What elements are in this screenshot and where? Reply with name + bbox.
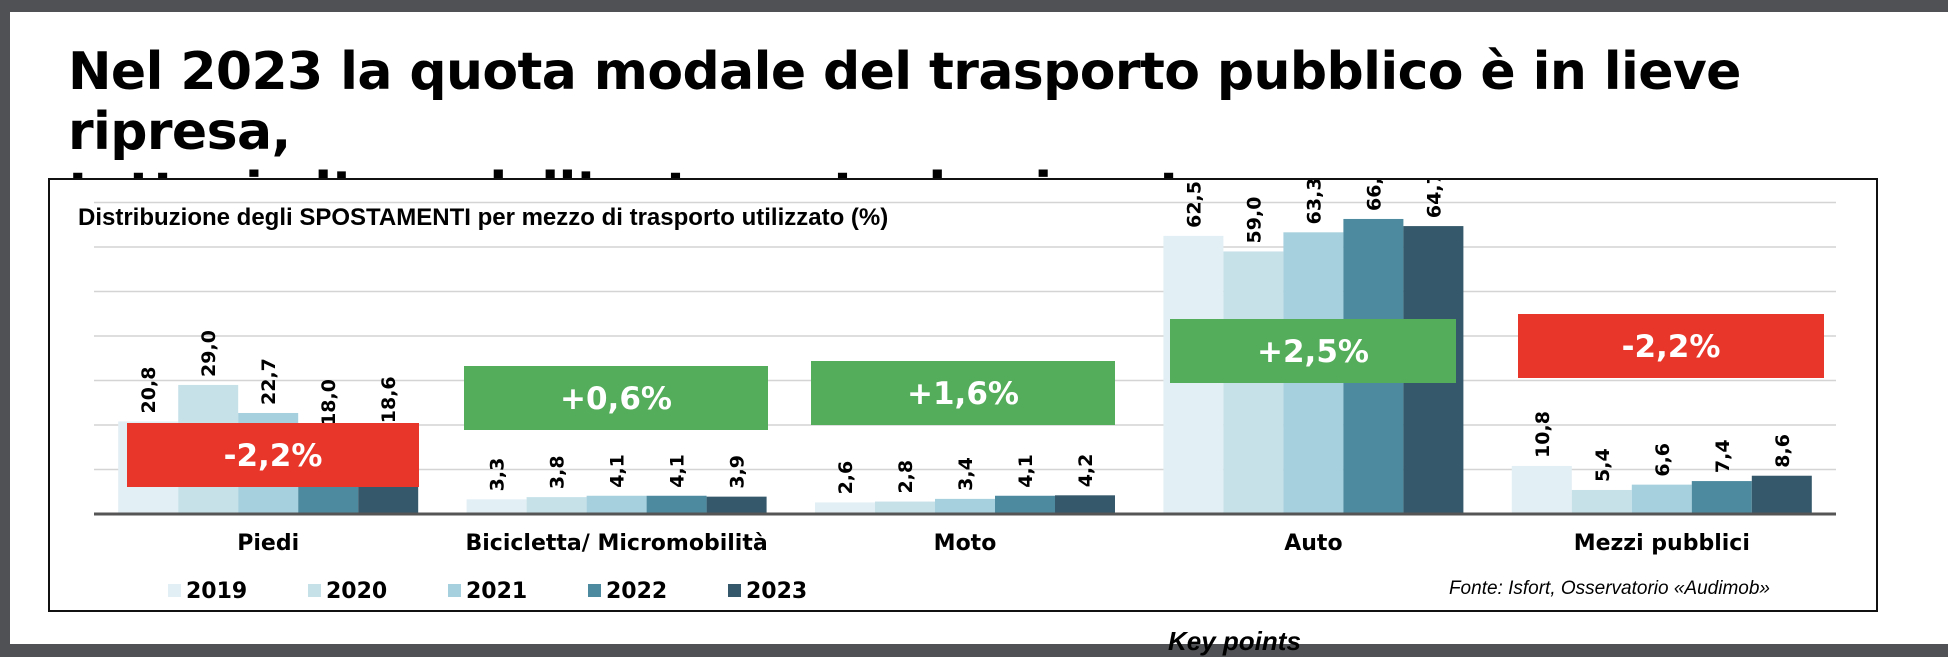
category-label: Mezzi pubblici	[1574, 531, 1750, 556]
data-label: 62,5	[1183, 181, 1205, 228]
data-label: 64,7	[1423, 180, 1445, 218]
chart-panel: 20,8 29,0 22,7 18,0 18,6 Piedi 3,3 3,8 4,1 4,1 3,9…	[48, 178, 1878, 612]
data-label: 59,0	[1243, 197, 1265, 244]
data-label: 4,1	[667, 454, 689, 488]
legend-swatch	[728, 584, 741, 597]
data-label: 66,3	[1363, 180, 1385, 211]
category-label: Bicicletta/ Micromobilità	[466, 531, 768, 556]
data-label: 4,2	[1075, 454, 1097, 488]
variation-badge	[811, 361, 1115, 425]
category-label: Moto	[934, 531, 997, 556]
legend-swatch	[308, 584, 321, 597]
data-label: 63,3	[1303, 180, 1325, 224]
bar	[706, 496, 767, 514]
bar	[935, 498, 995, 514]
variation-badge	[1518, 314, 1824, 378]
data-label: 2,8	[895, 460, 917, 494]
bar	[586, 495, 647, 514]
variation-badge-text: -2,2%	[224, 438, 323, 474]
bar	[1691, 481, 1752, 514]
variation-badge	[464, 366, 768, 430]
variation-badge-text: +0,6%	[560, 381, 672, 417]
data-label: 18,6	[378, 376, 400, 423]
data-label: 10,8	[1532, 411, 1554, 458]
bar	[526, 497, 587, 514]
key-points-heading: Key points	[1168, 626, 1301, 656]
chart-title: Distribuzione degli SPOSTAMENTI per mezz…	[78, 204, 889, 231]
data-label: 8,6	[1772, 434, 1794, 468]
data-label: 29,0	[198, 330, 220, 377]
source-note: Fonte: Isfort, Osservatorio «Audimob»	[1448, 578, 1770, 599]
bar	[1631, 484, 1692, 514]
data-label: 4,1	[1015, 454, 1037, 488]
variation-badge-text: -2,2%	[1622, 329, 1721, 365]
data-label: 4,1	[607, 454, 629, 488]
category-label: Piedi	[237, 531, 299, 556]
bar-chart: 20,8 29,0 22,7 18,0 18,6 Piedi 3,3 3,8 4,1 4,1 3,9…	[94, 180, 1836, 604]
bar	[1751, 475, 1812, 514]
legend-label: 2022	[606, 579, 667, 604]
data-label: 3,3	[487, 458, 509, 492]
data-label: 2,6	[835, 461, 857, 495]
legend-swatch	[448, 584, 461, 597]
data-label: 3,8	[547, 455, 569, 489]
bar	[815, 502, 875, 514]
bar	[995, 495, 1055, 514]
variation-badge	[127, 423, 419, 487]
bar	[1055, 495, 1115, 514]
category-label: Auto	[1284, 531, 1342, 556]
bar	[1571, 489, 1632, 514]
legend-label: 2020	[326, 579, 387, 604]
data-label: 6,6	[1652, 443, 1674, 477]
data-label: 22,7	[258, 358, 280, 405]
legend-swatch	[168, 584, 181, 597]
data-label: 3,9	[727, 455, 749, 489]
bar	[646, 495, 707, 514]
variation-badge-text: +2,5%	[1257, 334, 1369, 370]
data-label: 7,4	[1712, 439, 1734, 473]
title-line-1: Nel 2023 la quota modale del trasporto p…	[68, 42, 1741, 162]
variation-badge-text: +1,6%	[907, 376, 1019, 412]
bar	[466, 499, 527, 514]
data-label: 18,0	[318, 379, 340, 426]
legend-label: 2023	[746, 579, 807, 604]
legend-swatch	[588, 584, 601, 597]
variation-badge	[1170, 319, 1456, 383]
bar	[1511, 465, 1572, 514]
legend-label: 2019	[186, 579, 247, 604]
data-label: 5,4	[1592, 448, 1614, 482]
data-label: 20,8	[138, 367, 160, 414]
data-label: 3,4	[955, 457, 977, 491]
legend-label: 2021	[466, 579, 527, 604]
bar	[875, 501, 935, 514]
